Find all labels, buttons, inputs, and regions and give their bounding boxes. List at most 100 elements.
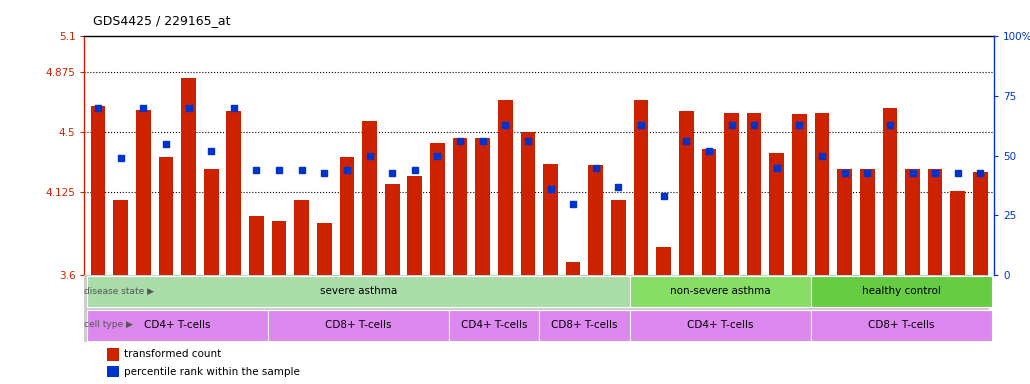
- Point: [294, 167, 310, 173]
- Point: [904, 169, 921, 175]
- Bar: [204, 169, 218, 275]
- Bar: [588, 166, 604, 275]
- Point: [655, 193, 672, 199]
- Point: [768, 165, 785, 171]
- Bar: [449, 310, 539, 341]
- Bar: [811, 276, 992, 307]
- Bar: [452, 138, 468, 275]
- Bar: [227, 111, 241, 275]
- Point: [564, 200, 581, 207]
- Point: [836, 169, 853, 175]
- Bar: [769, 152, 784, 275]
- Point: [430, 153, 446, 159]
- Bar: [611, 200, 626, 275]
- Point: [135, 105, 151, 111]
- Text: cell type ▶: cell type ▶: [84, 320, 133, 329]
- Bar: [539, 310, 629, 341]
- Text: CD4+ T-cells: CD4+ T-cells: [460, 319, 527, 329]
- Bar: [792, 114, 806, 275]
- Point: [203, 148, 219, 154]
- Text: transformed count: transformed count: [125, 349, 221, 359]
- Bar: [811, 310, 992, 341]
- Text: CD4+ T-cells: CD4+ T-cells: [144, 319, 210, 329]
- Point: [497, 122, 514, 128]
- Point: [362, 153, 378, 159]
- Point: [791, 122, 808, 128]
- Bar: [883, 108, 897, 275]
- Bar: [656, 247, 671, 275]
- Point: [180, 105, 197, 111]
- Bar: [475, 138, 490, 275]
- Bar: [701, 149, 716, 275]
- Point: [271, 167, 287, 173]
- Bar: [905, 169, 920, 275]
- Bar: [317, 223, 332, 275]
- Bar: [679, 111, 693, 275]
- Bar: [268, 310, 449, 341]
- Text: non-severe asthma: non-severe asthma: [670, 286, 770, 296]
- Bar: [113, 200, 128, 275]
- Point: [475, 138, 491, 144]
- Text: GDS4425 / 229165_at: GDS4425 / 229165_at: [93, 14, 230, 27]
- Point: [452, 138, 469, 144]
- Bar: [497, 100, 513, 275]
- Bar: [107, 366, 119, 377]
- Point: [226, 105, 242, 111]
- Point: [339, 167, 355, 173]
- Bar: [431, 143, 445, 275]
- Bar: [815, 113, 829, 275]
- Bar: [520, 132, 536, 275]
- Text: healthy control: healthy control: [862, 286, 940, 296]
- Bar: [363, 121, 377, 275]
- Point: [972, 169, 989, 175]
- Point: [927, 169, 943, 175]
- Bar: [860, 169, 874, 275]
- Point: [882, 122, 898, 128]
- Point: [112, 155, 129, 161]
- Point: [632, 122, 649, 128]
- Bar: [633, 100, 648, 275]
- Point: [248, 167, 265, 173]
- Point: [950, 169, 966, 175]
- Point: [520, 138, 537, 144]
- Point: [678, 138, 694, 144]
- Bar: [159, 157, 173, 275]
- Point: [859, 169, 876, 175]
- Bar: [973, 172, 988, 275]
- Bar: [107, 348, 119, 361]
- Point: [814, 153, 830, 159]
- Point: [90, 105, 106, 111]
- Bar: [724, 113, 739, 275]
- Bar: [87, 276, 629, 307]
- Bar: [272, 221, 286, 275]
- Point: [407, 167, 423, 173]
- Text: disease state ▶: disease state ▶: [84, 287, 154, 296]
- Bar: [543, 164, 558, 275]
- Point: [542, 186, 558, 192]
- Point: [384, 169, 401, 175]
- Text: CD8+ T-cells: CD8+ T-cells: [868, 319, 934, 329]
- Bar: [87, 310, 268, 341]
- Bar: [951, 191, 965, 275]
- Bar: [408, 177, 422, 275]
- Bar: [136, 110, 150, 275]
- Text: percentile rank within the sample: percentile rank within the sample: [125, 367, 301, 377]
- Bar: [340, 157, 354, 275]
- Bar: [249, 216, 264, 275]
- Bar: [837, 169, 852, 275]
- Text: CD4+ T-cells: CD4+ T-cells: [687, 319, 754, 329]
- Bar: [928, 169, 942, 275]
- Bar: [91, 106, 105, 275]
- Point: [587, 165, 604, 171]
- Point: [746, 122, 762, 128]
- Point: [723, 122, 740, 128]
- Bar: [629, 310, 811, 341]
- Point: [158, 141, 174, 147]
- Point: [700, 148, 717, 154]
- Bar: [181, 78, 196, 275]
- Bar: [565, 262, 581, 275]
- Bar: [747, 113, 761, 275]
- Text: severe asthma: severe asthma: [319, 286, 397, 296]
- Bar: [295, 200, 309, 275]
- Bar: [385, 184, 400, 275]
